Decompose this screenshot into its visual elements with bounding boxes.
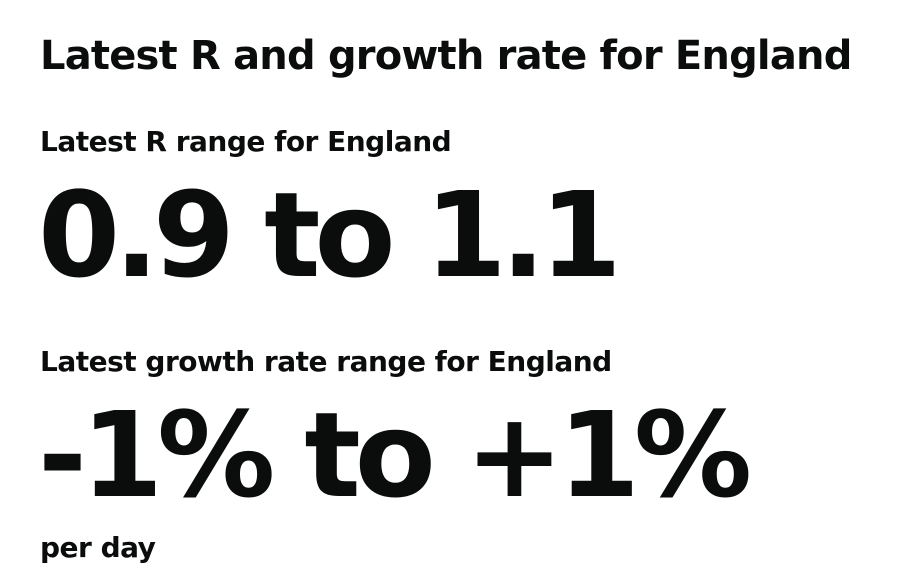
main-content: Latest R and growth rate for England Lat…: [38, 0, 886, 586]
r-range-value: 0.9 to 1.1: [38, 166, 622, 304]
r-range-label: Latest R range for England: [40, 125, 452, 158]
growth-rate-label: Latest growth rate range for England: [40, 345, 612, 378]
growth-rate-value: -1% to +1%: [38, 386, 752, 524]
page-title: Latest R and growth rate for England: [40, 33, 852, 79]
growth-rate-unit: per day: [40, 531, 156, 564]
